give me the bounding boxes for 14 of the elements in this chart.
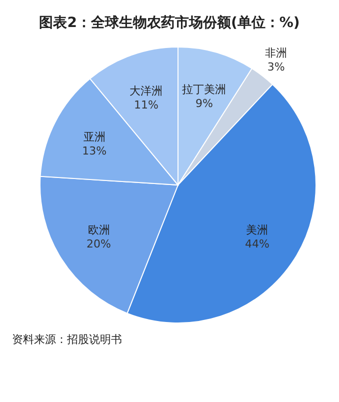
data-label: 44% (245, 237, 270, 250)
slice-label: 大洋洲 (130, 84, 163, 98)
data-label: 9% (195, 96, 213, 110)
slice-label: 欧洲 (88, 223, 110, 236)
text: 资料来源：招股说明书 (11, 332, 123, 347)
data-label: 20% (86, 237, 111, 250)
data-label: 11% (134, 98, 158, 112)
chart-title: 图表2：全球生物农药市场份额(单位：%) (38, 14, 301, 32)
data-label: 3% (267, 60, 285, 74)
slice-label: 非洲 (265, 46, 288, 60)
data-label: 13% (82, 144, 107, 158)
slice-label: 拉丁美洲 (182, 82, 226, 96)
slice-label: 亚洲 (83, 130, 106, 144)
slice-label: 美洲 (246, 223, 268, 236)
